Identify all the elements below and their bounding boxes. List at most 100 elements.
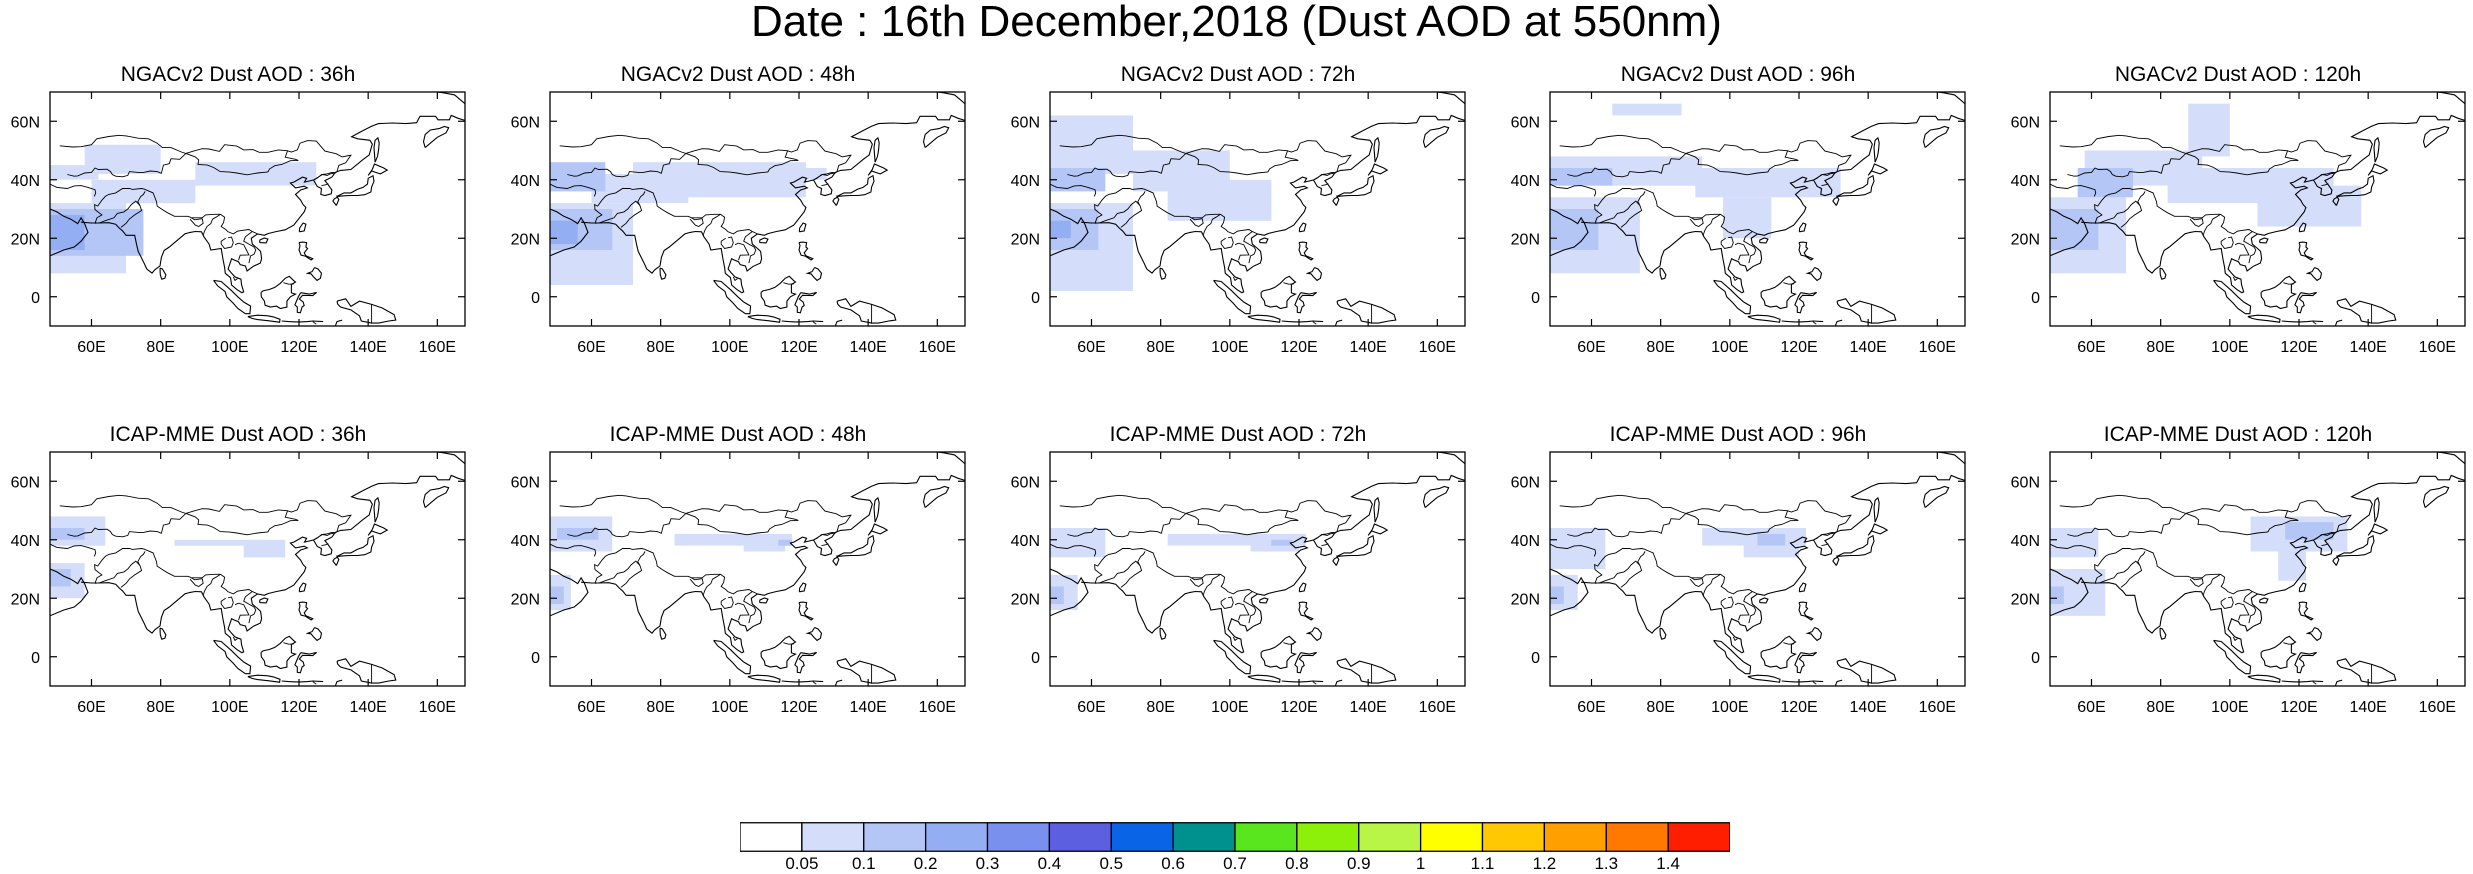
coastline [1247, 314, 1281, 323]
coastline [1294, 651, 1317, 674]
coastline [2247, 314, 2281, 323]
colorbar-label: 0.5 [1099, 854, 1124, 873]
coastline [2332, 554, 2340, 566]
map-frame [549, 451, 966, 687]
colorbar-label: 0.4 [1037, 854, 1062, 873]
coastline [713, 639, 752, 675]
country-border [2202, 573, 2221, 596]
coastline [281, 320, 324, 323]
country-border [94, 560, 143, 588]
country-border [734, 602, 750, 621]
coastline [1550, 208, 1589, 257]
coastline [1760, 635, 1797, 670]
coastline [832, 194, 840, 206]
panel-title: ICAP-MME Dust AOD : 36h [109, 423, 367, 446]
coastline [922, 125, 950, 149]
country-border [185, 144, 299, 176]
y-tick-label: 20N [511, 591, 540, 608]
country-border [232, 276, 238, 282]
coastline [1659, 627, 1667, 640]
coastline [81, 114, 465, 294]
country-border [685, 504, 799, 536]
country-border [2243, 591, 2257, 624]
coastline [1794, 651, 1817, 674]
coastline [1422, 485, 1450, 509]
x-tick-label: 60E [577, 339, 605, 356]
coastline [437, 452, 465, 465]
dust-field [50, 92, 465, 326]
country-border [312, 321, 317, 325]
x-tick-label: 80E [146, 699, 174, 716]
coastline [336, 174, 375, 197]
country-border [1283, 282, 1294, 285]
x-tick-label: 140E [1849, 339, 1886, 356]
dust-aod-cell [633, 162, 806, 198]
coastline [259, 237, 269, 244]
country-border [94, 548, 258, 595]
country-border [1732, 276, 1738, 282]
country-border [1783, 282, 1794, 285]
coastline [834, 319, 843, 326]
coastline [1922, 485, 1950, 509]
coastline [1332, 194, 1340, 206]
coastline [747, 674, 781, 683]
country-border [1685, 504, 1799, 536]
coastline [1305, 626, 1323, 642]
coastline [1336, 174, 1375, 197]
coastline [1781, 320, 1824, 323]
coastline [1867, 523, 1889, 536]
country-border [1637, 191, 1646, 206]
country-border [743, 231, 757, 264]
map-frame [1549, 91, 1966, 327]
x-tick-label: 80E [1646, 699, 1674, 716]
country-border [1313, 531, 1336, 541]
coastline [298, 582, 307, 593]
country-border [2313, 171, 2336, 181]
country-border [1137, 551, 1146, 566]
country-border [2059, 134, 2187, 178]
colorbar-swatch [1296, 822, 1360, 852]
country-border [2234, 602, 2250, 621]
dust-aod-cell [1612, 103, 1682, 116]
dust-aod-cell [550, 220, 578, 245]
colorbar-swatch [1234, 822, 1298, 852]
coastline [334, 319, 343, 326]
coastline [760, 635, 797, 670]
y-tick-label: 0 [1531, 650, 1540, 667]
country-border [313, 171, 336, 181]
panel-title: ICAP-MME Dust AOD : 72h [1109, 423, 1367, 446]
coastline [1836, 658, 1897, 684]
country-border [1094, 548, 1258, 595]
country-border [1720, 236, 1734, 249]
map-panel: NGACv2 Dust AOD : 96h 60E 80E 100E 120E 140E 1… [1503, 62, 1973, 382]
coastline [1373, 496, 1380, 523]
country-border [1189, 577, 1204, 588]
map-panel: ICAP-MME Dust AOD : 120h 60E 80E 100E 120E 14… [2003, 422, 2473, 742]
y-tick-label: 40N [1511, 173, 1540, 190]
country-border [2050, 183, 2097, 197]
country-border [1202, 213, 1221, 236]
colorbar-label: 0.2 [913, 854, 938, 873]
coastline [1581, 474, 1965, 654]
country-border [2094, 560, 2143, 588]
coastline [2336, 298, 2397, 324]
coastline [781, 680, 824, 683]
coastline [922, 485, 950, 509]
coastline [1937, 452, 1965, 465]
coastline [873, 496, 880, 523]
dust-field [1550, 452, 1965, 686]
coastline [2298, 601, 2314, 621]
colorbar-swatch [1110, 822, 1174, 852]
coastline [759, 597, 769, 604]
map-panel: ICAP-MME Dust AOD : 96h 60E 80E 100E 120E 140… [1503, 422, 1973, 742]
coastline [298, 601, 314, 621]
dust-aod-cell [2050, 209, 2099, 250]
dust-aod-map: 60E 80E 100E 120E 140E 160E 60N 40N 20N 0 [511, 451, 966, 716]
country-border [732, 276, 738, 282]
dust-aod-map: 60E 80E 100E 120E 140E 160E 60N 40N 20N 0 [11, 451, 466, 716]
colorbar-label: 0.7 [1223, 854, 1247, 873]
country-border [1550, 543, 1597, 557]
dust-aod-cell [1550, 209, 1599, 250]
coastline [1873, 496, 1880, 523]
coastline [247, 674, 281, 683]
